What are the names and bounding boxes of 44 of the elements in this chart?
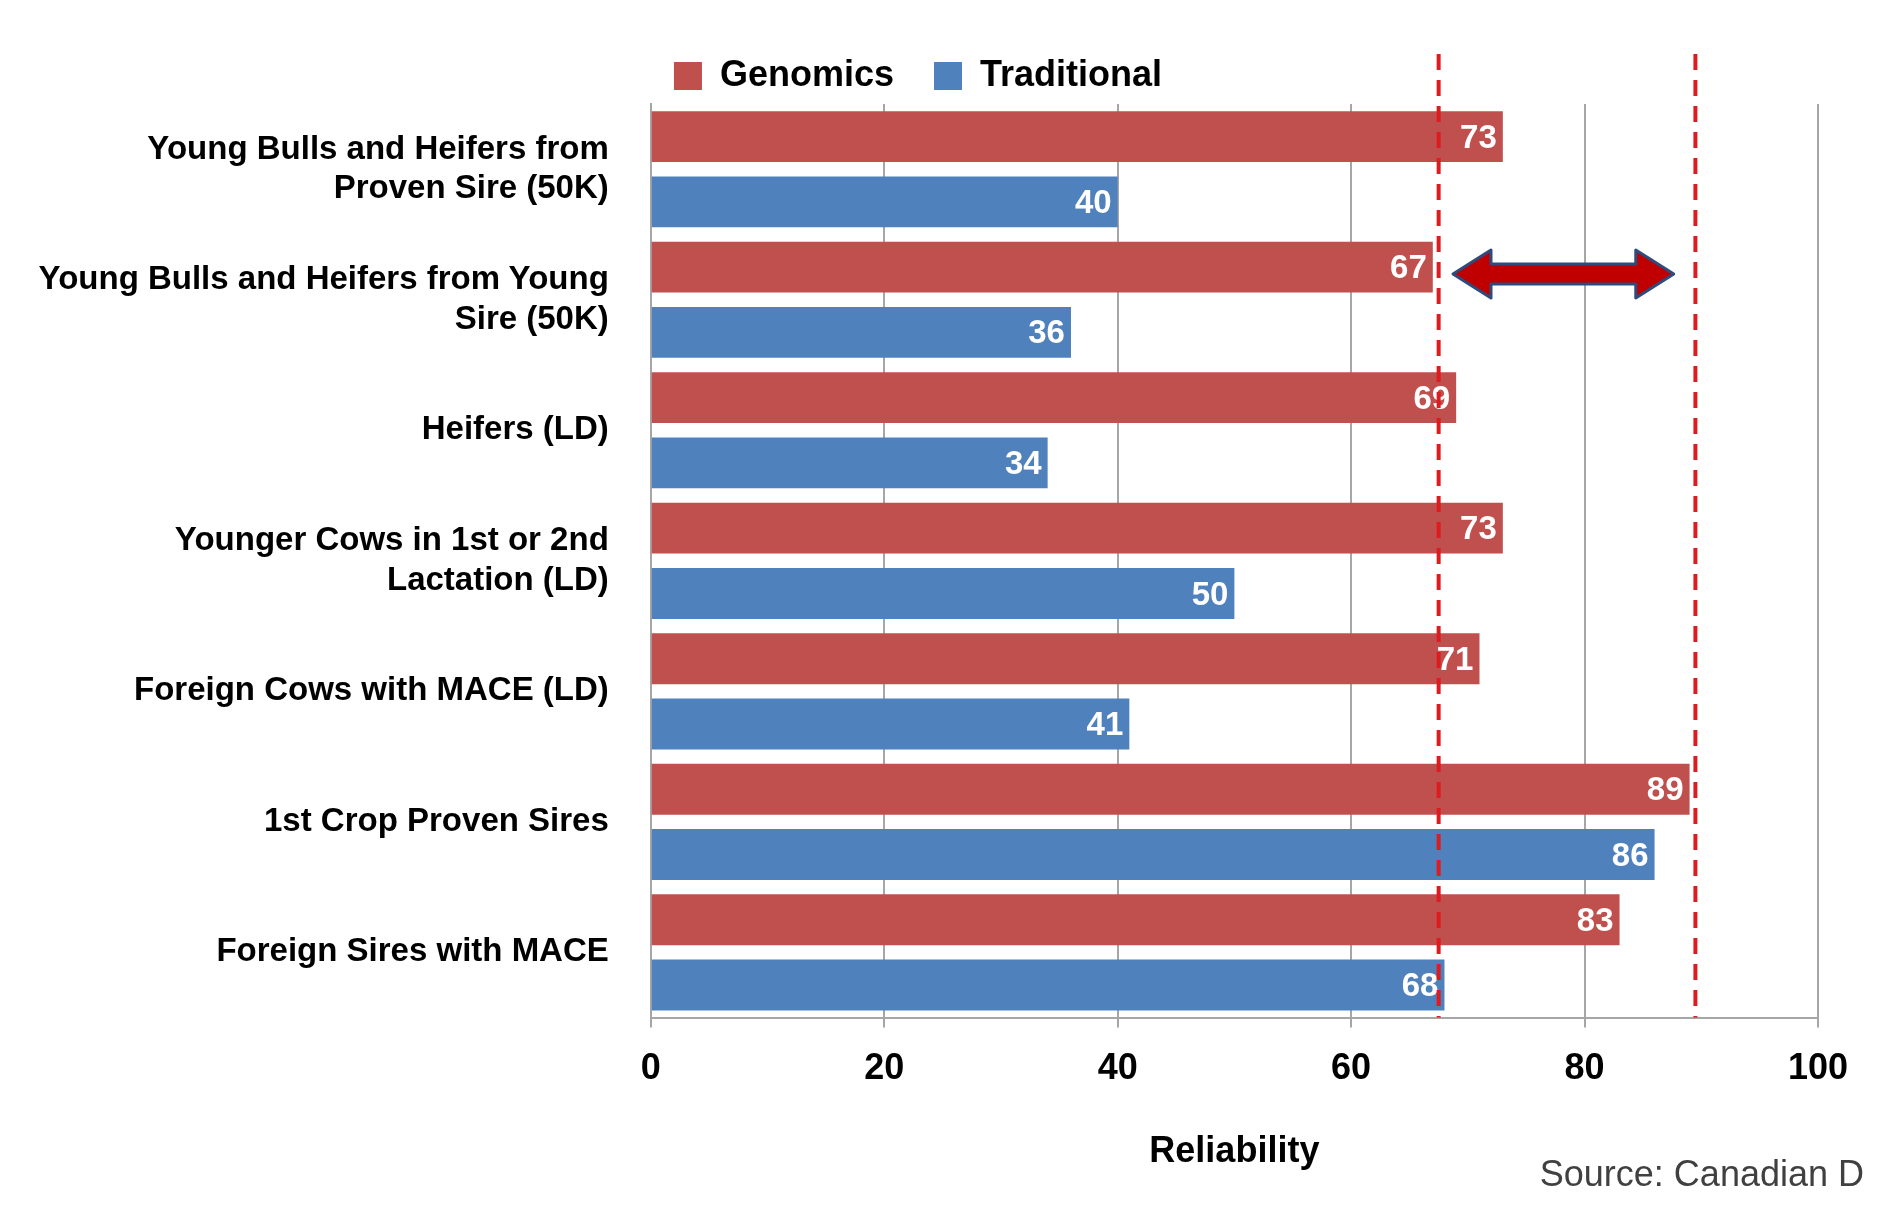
y-tick-label: Young Bulls and Heifers from Young Sire (50K): [38, 259, 609, 336]
x-tick-label: 100: [1787, 1046, 1849, 1088]
data-label: 34: [1004, 444, 1043, 482]
x-tick-label: 80: [1564, 1046, 1605, 1088]
bar: [651, 959, 1445, 1011]
bar: [651, 437, 1048, 489]
x-axis-title: Reliability: [1149, 1129, 1320, 1171]
bar: [651, 633, 1480, 685]
y-tick-label: 1st Crop Proven Sires: [264, 800, 609, 838]
bar: [651, 698, 1130, 750]
y-tick-label: Heifers (LD): [421, 409, 609, 447]
data-label: 86: [1611, 835, 1649, 873]
legend-label: Traditional: [980, 52, 1163, 94]
bar: [651, 567, 1235, 619]
x-tick-label: 60: [1331, 1046, 1372, 1088]
data-label: 73: [1460, 509, 1497, 547]
y-tick-label: Young Bulls and Heifers from Proven Sire (50K): [147, 128, 609, 206]
bar: [651, 372, 1457, 424]
bar: [651, 111, 1503, 163]
bar: [651, 306, 1071, 358]
y-tick-label: Foreign Sires with MACE: [216, 931, 609, 969]
data-label: 83: [1576, 900, 1614, 938]
data-label: 36: [1028, 313, 1065, 351]
source-note: Source: Canadian D: [1539, 1152, 1864, 1194]
x-tick-label: 0: [640, 1046, 661, 1088]
bar: [651, 894, 1620, 946]
y-tick-label: Foreign Cows with MACE (LD): [134, 670, 609, 708]
y-tick-label: Younger Cows in 1st or 2nd Lactation (LD): [174, 520, 609, 597]
data-label: 41: [1086, 705, 1124, 743]
bar: [651, 241, 1433, 293]
bar: [651, 176, 1118, 228]
bar: [651, 829, 1655, 880]
x-tick-label: 20: [864, 1046, 905, 1088]
data-label: 89: [1646, 770, 1684, 808]
data-label: 40: [1074, 182, 1112, 220]
x-tick-label: 40: [1097, 1046, 1138, 1088]
data-label: 50: [1191, 574, 1229, 612]
legend-label: Genomics: [719, 52, 895, 94]
data-label: 68: [1401, 966, 1439, 1004]
data-label: 71: [1436, 639, 1474, 677]
bar: [651, 763, 1690, 815]
data-label: 73: [1460, 117, 1497, 155]
data-label: 67: [1390, 248, 1427, 286]
bar: [651, 502, 1503, 554]
